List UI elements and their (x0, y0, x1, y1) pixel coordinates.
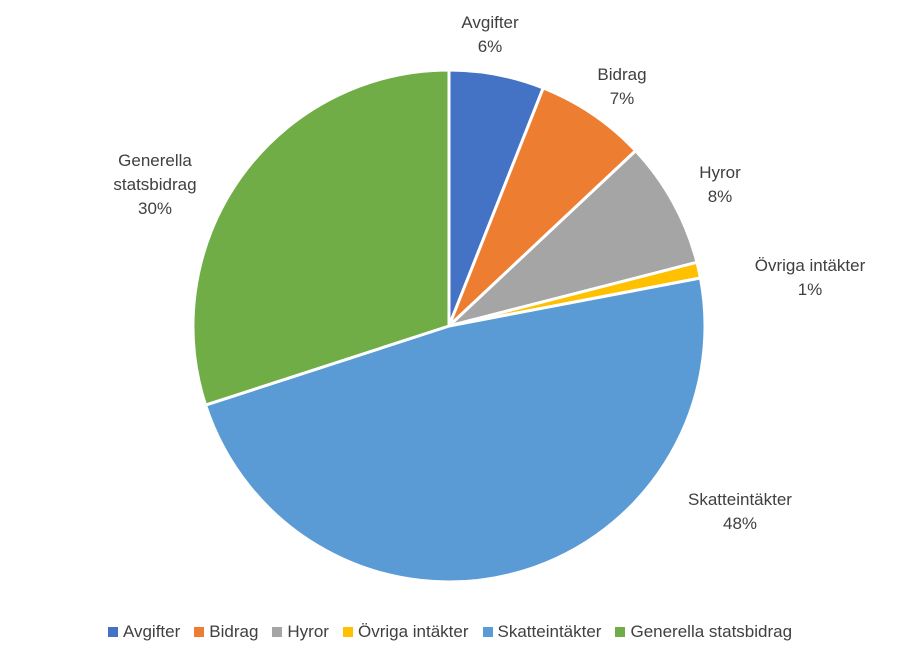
legend-swatch (342, 627, 353, 637)
data-label-value: 8% (707, 187, 733, 206)
legend-label: Övriga intäkter (357, 622, 469, 641)
data-label-name: Övriga intäkter (754, 256, 866, 275)
data-label: Generella statsbidrag 30% (80, 149, 230, 221)
data-label-value: 7% (609, 89, 635, 108)
data-label: Skatteintäkter 48% (665, 488, 815, 536)
legend-swatch (107, 627, 118, 637)
pie-area (191, 68, 707, 584)
data-label: Avgifter 6% (415, 11, 565, 59)
legend: Avgifter Bidrag Hyror Övriga intäkter Skatte… (0, 622, 900, 642)
legend-item: Övriga intäkter (342, 622, 469, 642)
data-label: Hyror 8% (645, 161, 795, 209)
legend-swatch (482, 627, 493, 637)
data-label-value: 6% (477, 37, 503, 56)
legend-label: Skatteintäkter (497, 622, 602, 641)
legend-label: Avgifter (122, 622, 181, 641)
legend-swatch (272, 627, 283, 637)
legend-swatch (615, 627, 626, 637)
legend-item: Generella statsbidrag (615, 622, 792, 642)
legend-item: Hyror (272, 622, 329, 642)
data-label-name: Avgifter (461, 13, 519, 32)
data-label: Bidrag 7% (547, 63, 697, 111)
legend-item: Skatteintäkter (482, 622, 602, 642)
legend-label: Bidrag (209, 622, 259, 641)
data-label-name: Bidrag (597, 65, 647, 84)
pie-slice (447, 149, 699, 328)
data-label-value: 1% (797, 280, 823, 299)
legend-label: Generella statsbidrag (630, 622, 793, 641)
legend-item: Bidrag (194, 622, 258, 642)
legend-item: Avgifter (107, 622, 181, 642)
legend-swatch (194, 627, 205, 637)
pie-slice (204, 276, 707, 584)
legend-label: Hyror (287, 622, 329, 641)
data-label: Övriga intäkter 1% (735, 254, 885, 302)
data-label-name: Generella statsbidrag (113, 151, 197, 194)
data-label-name: Skatteintäkter (688, 490, 792, 509)
data-label-value: 30% (137, 199, 173, 218)
pie-slice (447, 86, 638, 328)
data-label-value: 48% (722, 514, 758, 533)
data-label-name: Hyror (699, 163, 741, 182)
pie-slice (191, 68, 451, 407)
